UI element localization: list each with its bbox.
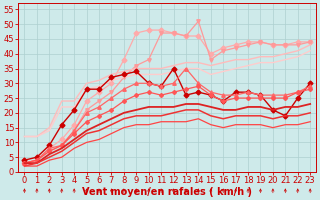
X-axis label: Vent moyen/en rafales ( km/h ): Vent moyen/en rafales ( km/h ) <box>82 187 252 197</box>
